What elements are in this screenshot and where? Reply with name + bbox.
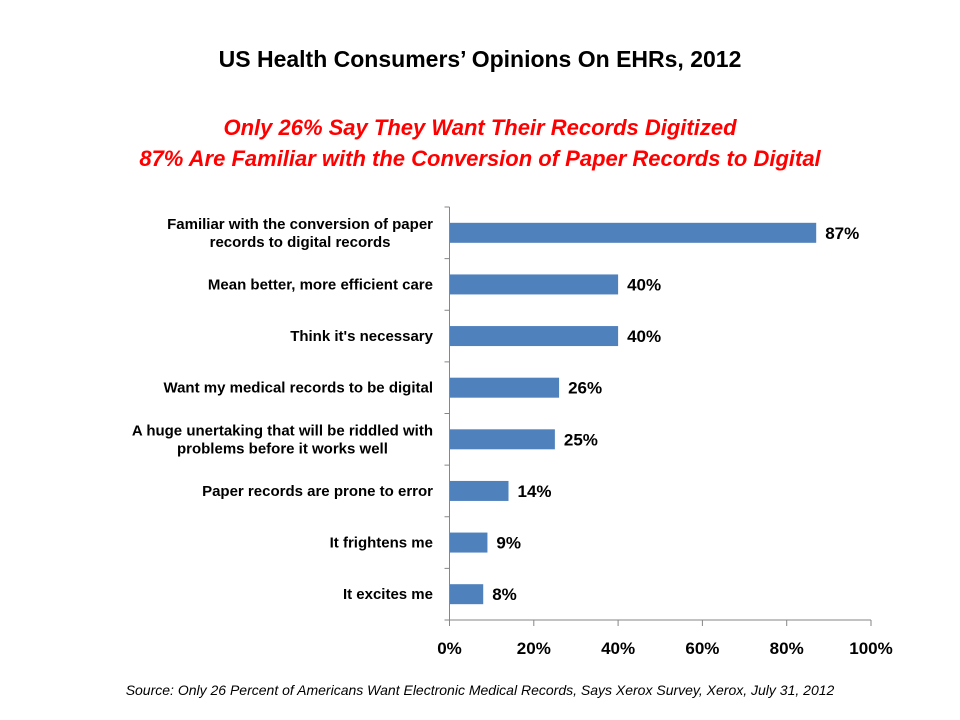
bar [450,532,488,553]
chart-title: US Health Consumers’ Opinions On EHRs, 2… [218,46,742,72]
source-note: Source: Only 26 Percent of Americans Wan… [125,682,835,698]
bar [450,274,619,295]
chart-subtitle-line-2: 87% Are Familiar with the Conversion of … [139,146,821,171]
category-label: Familiar with the conversion of paper rec… [167,216,433,251]
category-label-line: Familiar with the conversion of paper [167,216,433,233]
value-label: 8% [492,585,517,604]
category-label-line: records to digital records [210,234,391,251]
category-label: Mean better, more efficient care [208,276,433,293]
bar [450,326,619,347]
bar [450,584,484,605]
chart-subtitle-line-1: Only 26% Say They Want Their Records Dig… [223,115,737,140]
value-label: 40% [627,275,661,294]
x-tick-label: 40% [601,639,635,658]
bar [450,377,560,398]
category-label: Think it's necessary [290,328,433,345]
category-label: A huge unertaking that will be riddled w… [132,422,433,457]
category-label: Paper records are prone to error [202,483,433,500]
value-label: 14% [518,482,552,501]
x-tick-label: 80% [770,639,804,658]
bar [450,480,509,501]
value-label: 40% [627,327,661,346]
value-label: 9% [496,534,521,553]
x-tick-label: 100% [849,639,892,658]
category-label-line: Mean better, more efficient care [208,276,433,293]
category-label-line: It excites me [343,586,433,603]
category-label-line: Paper records are prone to error [202,483,433,500]
x-tick-label: 0% [437,639,462,658]
category-label: It frightens me [330,535,433,552]
category-label-line: Want my medical records to be digital [163,380,433,397]
category-label: It excites me [343,586,433,603]
x-tick-label: 20% [517,639,551,658]
value-label: 87% [825,224,859,243]
value-label: 25% [564,430,598,449]
bar [450,429,555,450]
x-tick-label: 60% [685,639,719,658]
category-label-line: Think it's necessary [290,328,433,345]
category-label-line: A huge unertaking that will be riddled w… [132,422,433,439]
value-label: 26% [568,379,602,398]
category-label-line: problems before it works well [177,440,388,457]
category-label: Want my medical records to be digital [163,380,433,397]
category-label-line: It frightens me [330,535,433,552]
bar [450,222,817,243]
